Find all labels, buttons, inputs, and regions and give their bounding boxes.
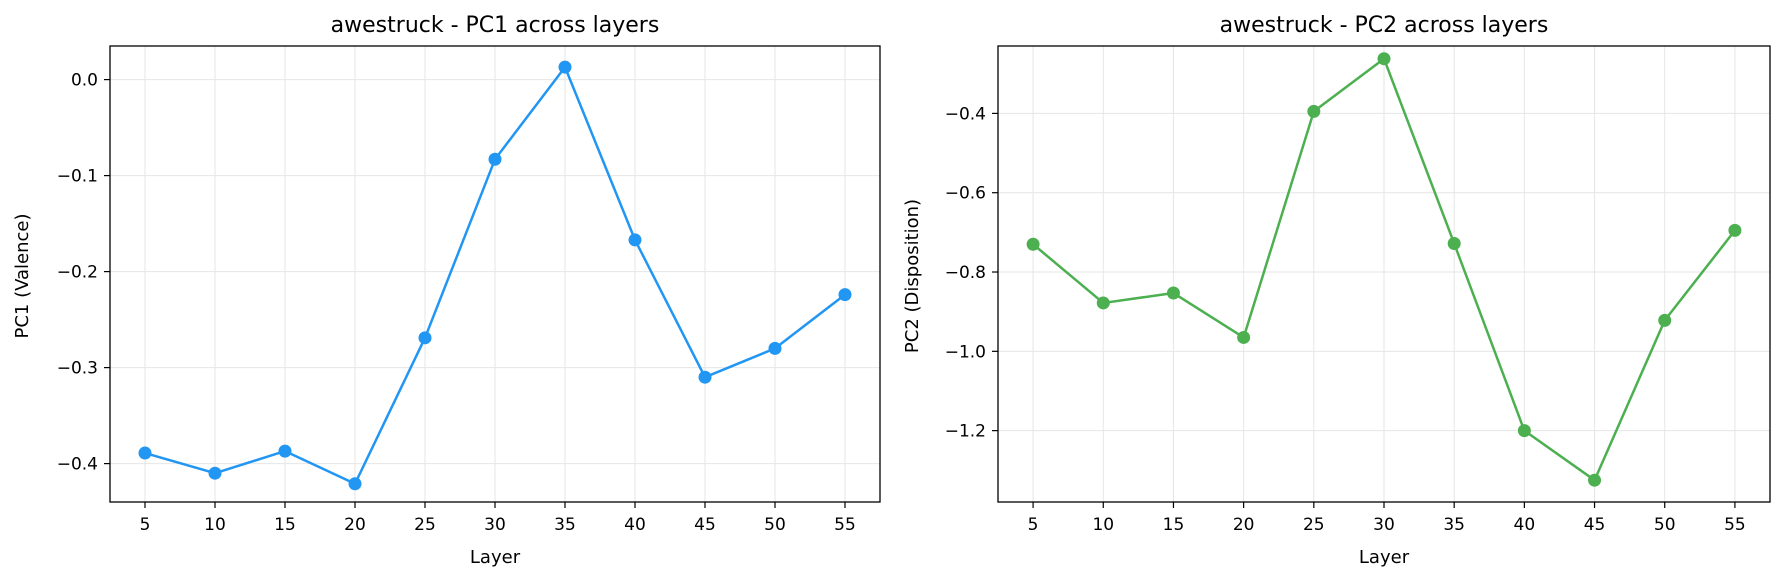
x-tick-label: 50	[764, 515, 786, 535]
x-tick-label: 5	[1028, 515, 1039, 535]
data-point	[1026, 237, 1040, 251]
x-tick-label: 35	[1443, 515, 1465, 535]
data-point	[628, 233, 642, 247]
y-axis-label: PC1 (Valence)	[12, 213, 33, 338]
chart-title: awestruck - PC1 across layers	[331, 13, 660, 38]
x-tick-label: 45	[694, 515, 716, 535]
x-tick-label: 10	[204, 515, 226, 535]
data-point	[488, 152, 502, 166]
data-point	[838, 288, 852, 302]
x-tick-label: 5	[140, 515, 151, 535]
y-tick-label: −0.4	[945, 104, 986, 124]
data-point	[1658, 313, 1672, 327]
x-tick-label: 50	[1654, 515, 1676, 535]
y-axis-label: PC2 (Disposition)	[902, 199, 923, 353]
data-point	[768, 341, 782, 355]
x-axis-label: Layer	[470, 547, 521, 568]
y-tick-label: −1.0	[945, 342, 986, 362]
data-point	[558, 60, 572, 74]
y-tick-label: −0.1	[57, 167, 98, 187]
x-tick-label: 30	[484, 515, 506, 535]
data-point	[1166, 286, 1180, 300]
x-axis-label: Layer	[1359, 547, 1410, 568]
x-tick-label: 35	[554, 515, 576, 535]
x-tick-label: 25	[414, 515, 436, 535]
x-tick-label: 30	[1373, 515, 1395, 535]
data-point	[138, 446, 152, 460]
x-tick-label: 15	[274, 515, 296, 535]
y-tick-label: −0.8	[945, 263, 986, 283]
data-point	[1588, 473, 1602, 487]
y-tick-label: −0.3	[57, 359, 98, 379]
x-tick-label: 40	[624, 515, 646, 535]
x-tick-label: 20	[344, 515, 366, 535]
grid	[998, 46, 1770, 502]
data-point	[418, 331, 432, 345]
grid	[110, 46, 880, 502]
data-point	[208, 466, 222, 480]
data-point	[1728, 223, 1742, 237]
data-point	[698, 370, 712, 384]
y-tick-label: −0.4	[57, 455, 98, 475]
panel-pc2: awestruck - PC2 across layers Layer PC2 …	[902, 13, 1771, 568]
y-tick-label: −0.2	[57, 263, 98, 283]
x-tick-label: 10	[1092, 515, 1114, 535]
data-point	[278, 444, 292, 458]
data-point	[1447, 236, 1461, 250]
x-tick-label: 55	[834, 515, 856, 535]
y-tick-label: −0.6	[945, 184, 986, 204]
data-point	[348, 477, 362, 491]
x-tick-label: 25	[1303, 515, 1325, 535]
x-tick-label: 20	[1233, 515, 1255, 535]
data-point	[1377, 52, 1391, 66]
x-tick-label: 55	[1724, 515, 1746, 535]
data-point	[1517, 424, 1531, 438]
y-tick-label: 0.0	[71, 71, 98, 91]
x-tick-label: 15	[1163, 515, 1185, 535]
x-tick-label: 40	[1514, 515, 1536, 535]
data-point	[1307, 104, 1321, 118]
panel-pc1: awestruck - PC1 across layers Layer PC1 …	[12, 13, 881, 568]
y-tick-label: −1.2	[945, 422, 986, 442]
data-point	[1096, 296, 1110, 310]
data-point	[1237, 330, 1251, 344]
x-tick-label: 45	[1584, 515, 1606, 535]
chart-title: awestruck - PC2 across layers	[1220, 13, 1549, 38]
